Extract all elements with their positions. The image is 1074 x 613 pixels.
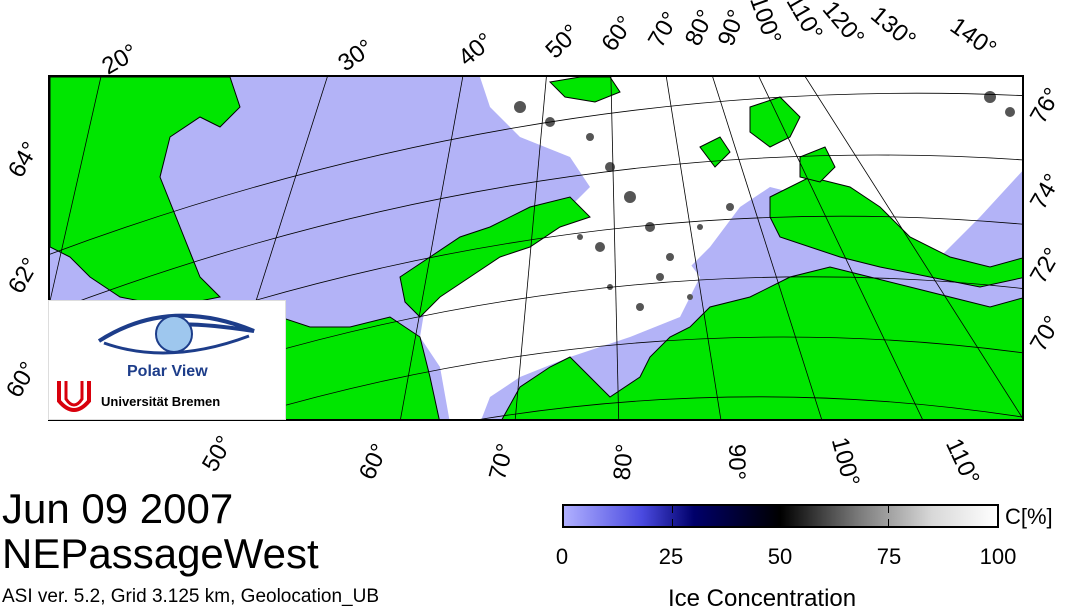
ice-concentration-speckles [514, 91, 1015, 311]
longitude-label: 130° [865, 1, 921, 54]
latitude-label: 70° [1024, 311, 1067, 357]
product-name: NEPassageWest [2, 530, 319, 577]
longitude-label: 40° [453, 27, 499, 72]
longitude-label: 80° [608, 442, 639, 482]
longitude-label: 80° [679, 5, 720, 50]
colorbar-tick [672, 506, 673, 513]
algorithm-info: ASI ver. 5.2, Grid 3.125 km, Geolocation… [2, 586, 380, 607]
latitude-label: 76° [1024, 83, 1067, 129]
longitude-label: 30° [333, 34, 379, 78]
longitude-label: 60° [596, 11, 640, 57]
longitude-label: 50° [540, 19, 586, 65]
colorbar-tick [780, 519, 781, 526]
colorbar-tick [780, 506, 781, 513]
eye-logo-icon [57, 313, 255, 412]
longitude-label: 140° [945, 12, 1002, 63]
logo-title: Polar View [127, 363, 208, 380]
ice-concentration-colorbar [562, 504, 999, 528]
colorbar-label: 50 [767, 544, 793, 569]
colorbar-title: Ice Concentration [668, 585, 857, 612]
latitude-label: 64° [2, 137, 45, 183]
longitude-label: 70° [642, 7, 685, 53]
longitude-label: 110° [940, 434, 985, 490]
longitude-label: 60° [353, 439, 394, 484]
longitude-label: 90° [723, 443, 751, 481]
latitude-label: 62° [2, 253, 45, 299]
longitude-label: 100° [744, 0, 787, 48]
colorbar-tick [888, 519, 889, 526]
colorbar-tick [888, 506, 889, 513]
longitude-label: 70° [483, 440, 520, 483]
colorbar-label: 75 [876, 544, 902, 569]
land-masses [50, 77, 1022, 419]
logo-institution: Universität Bremen [101, 394, 221, 409]
map-date: Jun 09 2007 [2, 485, 234, 532]
longitude-label: 50° [196, 431, 239, 477]
colorbar-tick [672, 519, 673, 526]
latitude-label: 72° [1024, 243, 1067, 289]
colorbar-unit: C[%] [1005, 504, 1053, 529]
polar-view-logo: Polar View Universität Bremen [48, 300, 286, 420]
latitude-label: 60° [0, 357, 43, 403]
latitude-label: 74° [1024, 169, 1067, 215]
colorbar-label: 100 [979, 544, 1017, 569]
colorbar-label: 25 [658, 544, 684, 569]
longitude-label: 90° [712, 6, 751, 50]
colorbar-label: 0 [555, 544, 569, 569]
longitude-label: 100° [825, 434, 865, 490]
longitude-label: 110° [780, 0, 829, 46]
kara-sea-ice [420, 217, 700, 419]
